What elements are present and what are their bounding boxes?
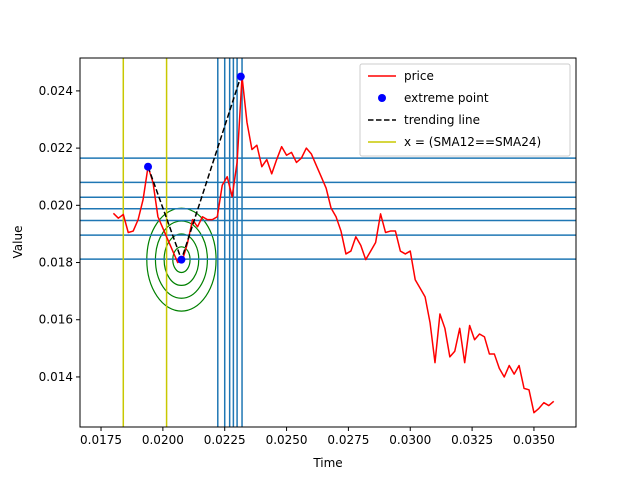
x-tick-label: 0.0275 [327, 433, 369, 447]
legend: price extreme point trending line x = (SMA1… [359, 63, 571, 157]
x-tick-label: 0.0350 [513, 433, 555, 447]
x-tick-label: 0.0325 [451, 433, 493, 447]
plot-area [80, 58, 576, 427]
legend-label: x = (SMA12==SMA24) [404, 135, 541, 149]
y-tick-label: 0.018 [39, 256, 73, 270]
legend-label: trending line [404, 113, 480, 127]
y-tick-label: 0.020 [39, 198, 73, 212]
extreme-point [236, 72, 245, 81]
y-tick-label: 0.022 [39, 141, 73, 155]
axes-frame [79, 57, 577, 428]
legend-box [359, 63, 571, 157]
legend-extreme-handle [378, 94, 386, 102]
x-axis: 0.0175 0.0200 0.0225 0.0250 0.0275 0.0300 0.03… [80, 427, 555, 447]
y-axis-label: Value [11, 226, 25, 259]
x-axis-label: Time [312, 456, 342, 470]
legend-label: extreme point [404, 91, 489, 105]
y-tick-label: 0.014 [39, 370, 73, 384]
x-tick-label: 0.0300 [389, 433, 431, 447]
y-tick-label: 0.024 [39, 84, 73, 98]
extreme-point [177, 255, 186, 264]
x-tick-label: 0.0225 [204, 433, 246, 447]
legend-label: price [404, 69, 434, 83]
x-tick-label: 0.0200 [142, 433, 184, 447]
y-tick-label: 0.016 [39, 313, 73, 327]
y-axis: 0.014 0.016 0.018 0.020 0.022 0.024 [39, 84, 80, 384]
extreme-point [144, 162, 153, 171]
x-tick-label: 0.0250 [266, 433, 308, 447]
x-tick-label: 0.0175 [80, 433, 122, 447]
